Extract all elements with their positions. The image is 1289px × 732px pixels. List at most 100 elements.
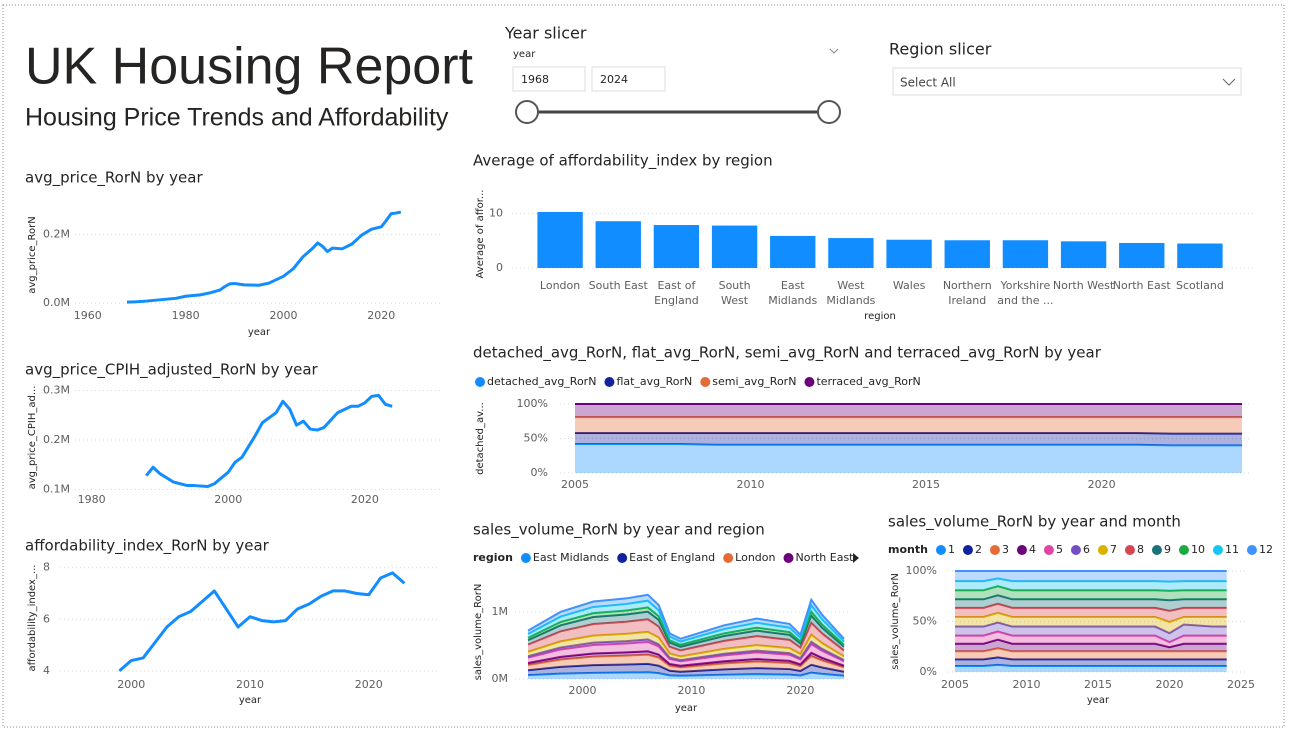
chart-title: Average of affordability_index by region [473, 152, 773, 171]
end-value: 2024 [600, 73, 628, 86]
area-line [527, 606, 845, 646]
area-line [955, 585, 1227, 592]
area-line [955, 577, 1227, 583]
legend-label: flat_avg_RorN [616, 375, 692, 388]
legend-label: 2 [975, 543, 982, 556]
legend-title: month [888, 543, 928, 556]
legend-label: 5 [1056, 543, 1063, 556]
legend-swatch [1070, 545, 1081, 555]
x-tick-label: 1960 [74, 309, 102, 322]
y-tick-label: 4 [43, 664, 50, 677]
area-line [955, 621, 1227, 635]
area-line [955, 630, 1227, 644]
area [955, 595, 1227, 611]
bar [1177, 243, 1223, 268]
x-tick-label: East Midlands [768, 279, 818, 307]
chart-title: affordability_index_RorN by year [25, 537, 270, 556]
legend-label: 8 [1137, 543, 1144, 556]
line [118, 571, 406, 672]
legend-label: East of England [629, 551, 715, 564]
legend-label: terraced_avg_RorN [816, 375, 920, 388]
chart-title: sales_volume_RorN by year and month [888, 513, 1181, 532]
x-tick-label: 2015 [1084, 678, 1112, 691]
chart-title: avg_price_CPIH_adjusted_RorN by year [25, 361, 319, 380]
x-tick-label-box: South East [588, 279, 648, 292]
page-border [2, 4, 1285, 728]
legend-swatch [1246, 545, 1257, 555]
region-dropdown[interactable] [892, 67, 1242, 96]
x-axis-title: year [239, 695, 262, 706]
x-tick-label: 2010 [737, 478, 765, 491]
legend-label: 7 [1110, 543, 1117, 556]
chevron [1222, 78, 1236, 86]
y-axis-title: Average of affor... [475, 190, 486, 279]
area [528, 600, 844, 645]
bar [711, 225, 758, 268]
chart-title: avg_price_RorN by year [25, 169, 203, 188]
legend-more [853, 553, 859, 563]
line [145, 393, 393, 489]
legend-label: East Midlands [533, 551, 610, 564]
x-tick-label-box: Scotland [1176, 279, 1224, 292]
x-tick-label: 2010 [236, 678, 264, 691]
report-subtitle: Housing Price Trends and Affordability [25, 104, 449, 132]
x-tick-label: 2020 [1088, 478, 1116, 491]
legend-swatch [475, 377, 485, 387]
area-line [955, 638, 1227, 649]
x-tick-label: 2020 [355, 678, 383, 691]
x-tick-label-box: East Midlands [768, 279, 818, 307]
legend-swatch [935, 545, 946, 555]
area [955, 612, 1227, 634]
x-tick-label: North East [1112, 279, 1171, 292]
x-tick-label-box: North East [1112, 279, 1171, 292]
y-tick-label: 8 [43, 561, 50, 574]
area [955, 639, 1227, 652]
area-line [527, 599, 845, 643]
slider-handle[interactable] [817, 100, 841, 124]
area [528, 611, 844, 651]
area-line [955, 602, 1227, 612]
x-tick-label: 2015 [912, 478, 940, 491]
area [575, 432, 1242, 446]
area-line [955, 647, 1227, 653]
x-axis-title: year [675, 703, 698, 714]
chevron[interactable] [829, 48, 839, 54]
y-tick-label: 0.2M [43, 227, 70, 240]
legend-label: North East [796, 551, 855, 564]
legend-label: 11 [1225, 543, 1239, 556]
area-line [955, 656, 1227, 661]
slider-handle[interactable] [515, 100, 539, 124]
legend-label: 3 [1002, 543, 1009, 556]
area-line [527, 630, 845, 658]
x-tick-label: 2010 [677, 684, 705, 697]
area [528, 619, 844, 657]
legend-swatch [1043, 545, 1054, 555]
slicer-title: Year slicer [504, 24, 587, 43]
slicer-field: year [513, 49, 536, 60]
report-title: UK Housing Report [25, 38, 474, 96]
y-tick-label: 0.0M [43, 296, 70, 309]
x-axis-title: year [248, 327, 271, 338]
legend-swatch [1212, 545, 1223, 555]
x-tick-label: South West [718, 279, 751, 307]
x-tick-label: 1980 [78, 493, 106, 506]
y-tick-label: 0% [531, 466, 548, 479]
y-axis-title: sales_volume_RorN [890, 573, 901, 670]
x-tick-label: North West [1052, 279, 1115, 292]
x-tick-label: Yorkshire and the ... [997, 279, 1054, 307]
end-input[interactable] [591, 66, 666, 92]
legend-label: 10 [1191, 543, 1205, 556]
bar [595, 221, 641, 268]
x-tick-label-box: Yorkshire and the ... [997, 279, 1054, 307]
x-tick-label-box: West Midlands [826, 279, 875, 307]
start-input[interactable] [512, 66, 586, 92]
x-tick-label-box: East of England [654, 279, 699, 307]
x-tick-label-box: Northern Ireland [943, 279, 992, 307]
x-tick-label: 2020 [1156, 678, 1184, 691]
area [528, 651, 844, 668]
legend-label: semi_avg_RorN [712, 375, 796, 388]
x-tick-label: South East [588, 279, 648, 292]
dropdown-value: Select All [900, 76, 956, 90]
area-line [527, 653, 845, 669]
